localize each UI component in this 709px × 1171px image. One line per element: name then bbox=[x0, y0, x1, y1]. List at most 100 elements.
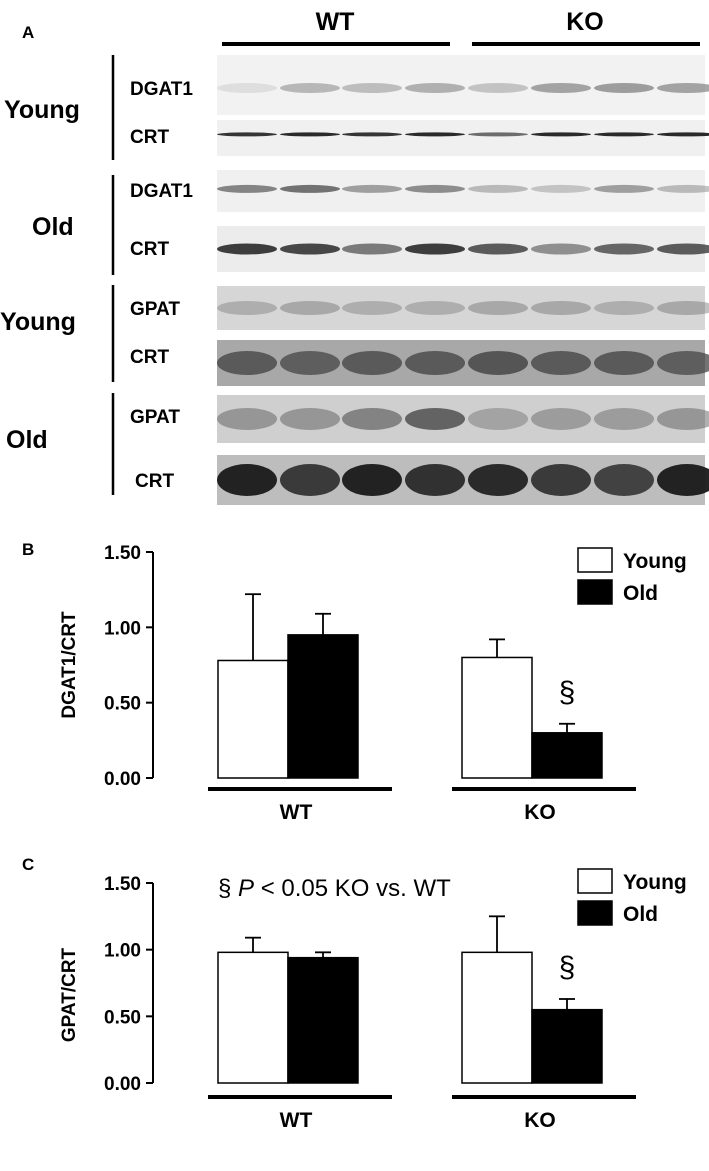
blot-strip bbox=[217, 340, 709, 386]
y-tick-label: 1.00 bbox=[104, 618, 141, 639]
y-tick-label: 0.00 bbox=[104, 769, 141, 790]
blot-band bbox=[594, 132, 654, 137]
legend-swatch bbox=[577, 579, 613, 605]
blot-band bbox=[280, 132, 340, 137]
blot-band bbox=[594, 243, 654, 255]
blot-band bbox=[217, 301, 277, 315]
blot-band bbox=[468, 243, 528, 255]
blot-band bbox=[280, 351, 340, 375]
legend-label: Young bbox=[623, 550, 687, 573]
y-tick-label: 0.50 bbox=[104, 694, 141, 715]
blot-band bbox=[594, 83, 654, 93]
blot-band bbox=[594, 464, 654, 496]
blot-band bbox=[342, 132, 402, 137]
blot-band bbox=[217, 132, 277, 137]
row-label-old-1: Old bbox=[32, 213, 74, 241]
blot-band bbox=[531, 83, 591, 93]
legend-swatch bbox=[577, 868, 613, 894]
blot-band bbox=[531, 464, 591, 496]
x-tick-label: KO bbox=[524, 1109, 556, 1132]
blot-band bbox=[468, 408, 528, 430]
blot-band bbox=[531, 408, 591, 430]
blot-band bbox=[280, 464, 340, 496]
blot-band bbox=[342, 83, 402, 93]
blot-band bbox=[217, 464, 277, 496]
group-label-ko: KO bbox=[566, 8, 604, 36]
ylabel-b: DGAT1/CRT bbox=[59, 611, 80, 719]
blot-band bbox=[342, 184, 402, 193]
row-label-young-2: Young bbox=[0, 308, 76, 336]
panel-a: A WT KO Young Old Young Old DGAT1 CRT DG… bbox=[0, 8, 709, 505]
blot-band bbox=[342, 301, 402, 315]
significance-marker: § bbox=[559, 951, 576, 984]
protein-label-dgat1-young: DGAT1 bbox=[130, 79, 193, 100]
y-tick-label: 0.00 bbox=[104, 1074, 141, 1095]
blot-band bbox=[217, 243, 277, 255]
protein-label-crt-young: CRT bbox=[130, 127, 169, 148]
panel-c: C GPAT/CRT 0.00 0.50 1.00 1.50 WT KO § Young Old… bbox=[22, 855, 687, 1132]
blot-band bbox=[468, 184, 528, 193]
protein-label-crt-old: CRT bbox=[130, 239, 169, 260]
blot-band bbox=[657, 408, 709, 430]
legend-label: Young bbox=[623, 871, 687, 894]
x-tick-label: KO bbox=[524, 801, 556, 824]
blot-band bbox=[468, 301, 528, 315]
group-label-wt: WT bbox=[316, 8, 355, 36]
blot-band bbox=[405, 132, 465, 137]
blot-band bbox=[342, 351, 402, 375]
blot-band bbox=[342, 408, 402, 430]
blot-band bbox=[280, 83, 340, 93]
blot-band bbox=[217, 351, 277, 375]
blot-band bbox=[342, 464, 402, 496]
blot-images bbox=[217, 55, 709, 505]
bar-young-wt bbox=[217, 659, 289, 779]
blot-band bbox=[405, 408, 465, 430]
y-axis-label-c: GPAT/CRT bbox=[59, 947, 80, 1042]
blot-band bbox=[594, 351, 654, 375]
bar-old-ko bbox=[531, 732, 603, 779]
significance-note: § P < 0.05 KO vs. WT bbox=[218, 875, 451, 902]
blot-band bbox=[280, 301, 340, 315]
blot-band bbox=[657, 301, 709, 315]
bar-chart-b: 0.00 0.50 1.00 1.50 WT KO § Young Old bbox=[104, 543, 687, 824]
blot-strip bbox=[217, 120, 709, 156]
legend: Young Old bbox=[577, 547, 687, 605]
bar-old-wt bbox=[287, 634, 359, 779]
panel-a-label: A bbox=[22, 23, 34, 42]
protein-label-crt-young-2: CRT bbox=[130, 347, 169, 368]
blot-band bbox=[657, 83, 709, 93]
blot-band bbox=[217, 83, 277, 93]
blot-band bbox=[405, 243, 465, 255]
blot-band bbox=[280, 184, 340, 193]
y-tick-label: 1.50 bbox=[104, 543, 141, 564]
blot-band bbox=[594, 408, 654, 430]
blot-band bbox=[531, 184, 591, 193]
blot-band bbox=[405, 351, 465, 375]
blot-strip bbox=[217, 455, 709, 505]
legend-swatch bbox=[577, 547, 613, 573]
legend-label: Old bbox=[623, 903, 658, 926]
blot-band bbox=[405, 83, 465, 93]
blot-band bbox=[217, 184, 277, 193]
blot-band bbox=[468, 132, 528, 137]
y-tick-label: 1.50 bbox=[104, 874, 141, 895]
blot-band bbox=[405, 184, 465, 193]
panel-b-label: B bbox=[22, 540, 34, 559]
legend-label: Old bbox=[623, 582, 658, 605]
blot-band bbox=[531, 351, 591, 375]
blot-background bbox=[217, 286, 705, 330]
legend-swatch bbox=[577, 900, 613, 926]
bar-chart-c: 0.00 0.50 1.00 1.50 WT KO § Young Old § P < 0.05 … bbox=[104, 868, 687, 1132]
bar-young-ko bbox=[461, 656, 533, 779]
panel-b: B DGAT1/CRT 0.00 0.50 1.00 1.50 WT KO § Young Ol… bbox=[22, 540, 687, 824]
blot-band bbox=[657, 351, 709, 375]
blot-band bbox=[280, 408, 340, 430]
blot-band bbox=[405, 464, 465, 496]
blot-strip bbox=[217, 55, 709, 115]
blot-band bbox=[657, 464, 709, 496]
blot-band bbox=[594, 301, 654, 315]
blot-band bbox=[280, 243, 340, 255]
ylabel-c: GPAT/CRT bbox=[59, 947, 80, 1042]
blot-band bbox=[468, 351, 528, 375]
blot-band bbox=[217, 408, 277, 430]
